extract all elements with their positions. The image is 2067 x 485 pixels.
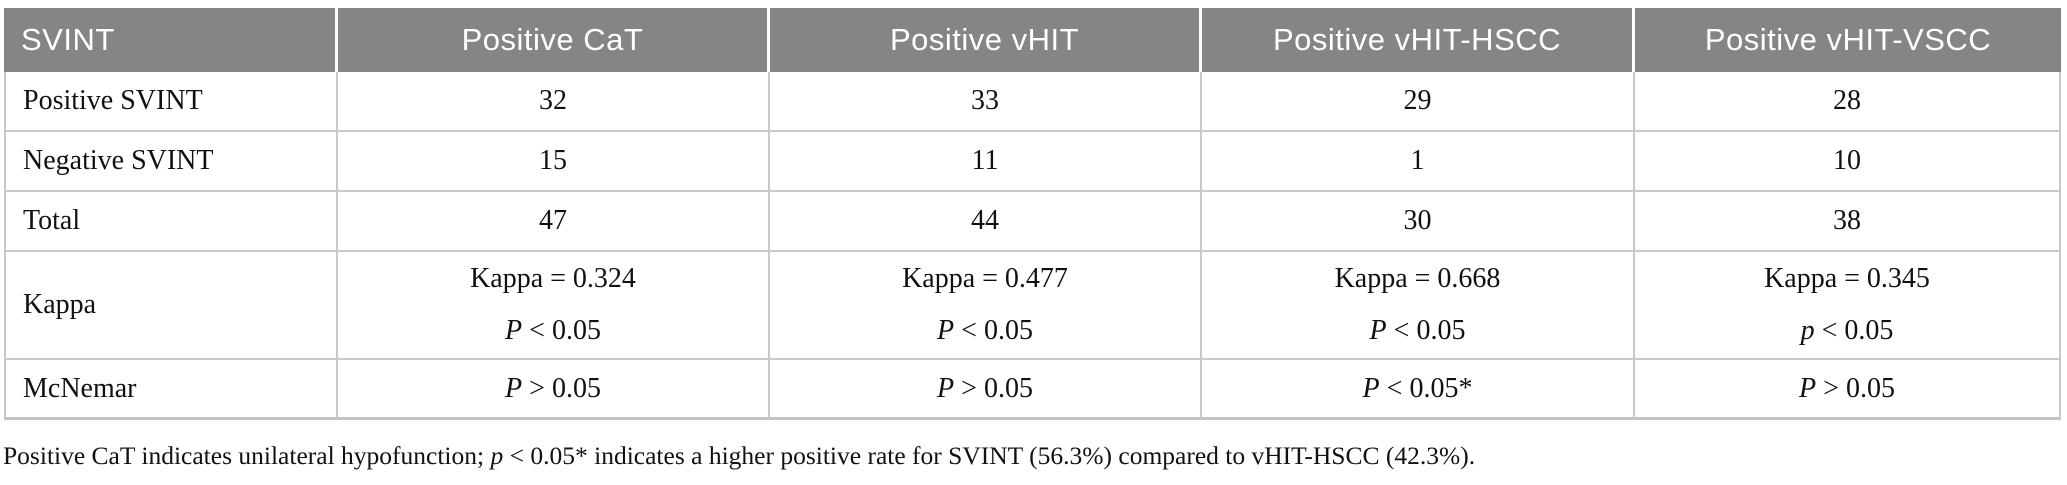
kappa-value: Kappa = 0.345 (1764, 263, 1930, 294)
row-label-positive-svint: Positive SVINT (4, 72, 338, 132)
column-header-positive-vhit: Positive vHIT (770, 8, 1202, 72)
p-symbol: P (1799, 372, 1817, 404)
cell-kappa-vscc: Kappa = 0.345 p < 0.05 (1635, 252, 2061, 360)
p-comparison: < 0.05 (954, 315, 1033, 346)
table-footnote: Positive CaT indicates unilateral hypofu… (3, 441, 1475, 471)
kappa-value: Kappa = 0.477 (902, 263, 1068, 294)
cell-positive-svint-hscc: 29 (1202, 72, 1635, 132)
p-symbol: p (1800, 315, 1815, 346)
cell-kappa-hscc: Kappa = 0.668 P < 0.05 (1202, 252, 1635, 360)
cell-mcnemar-vscc: P > 0.05 (1635, 360, 2061, 420)
p-comparison: > 0.05 (1816, 372, 1895, 404)
cell-total-hscc: 30 (1202, 192, 1635, 252)
cell-negative-svint-hscc: 1 (1202, 132, 1635, 192)
column-header-svint: SVINT (4, 8, 338, 72)
kappa-p-value: P < 0.05 (770, 305, 1200, 357)
row-label-total: Total (4, 192, 338, 252)
p-symbol: p (490, 441, 504, 470)
cell-mcnemar-hscc: P < 0.05* (1202, 360, 1635, 420)
cell-total-cat: 47 (338, 192, 770, 252)
cell-positive-svint-vscc: 28 (1635, 72, 2061, 132)
footnote-prefix: Positive CaT indicates unilateral hypofu… (3, 441, 491, 470)
kappa-p-value: P < 0.05 (338, 305, 768, 357)
table-row-kappa: Kappa Kappa = 0.324 P < 0.05 Kappa = 0.4… (4, 252, 2061, 360)
p-symbol: P (937, 372, 955, 404)
p-comparison: < 0.05* (1379, 372, 1473, 404)
p-comparison: < 0.05 (1386, 315, 1466, 346)
footnote-suffix: < 0.05* indicates a higher positive rate… (503, 441, 1476, 470)
p-symbol: P (505, 315, 523, 346)
table-row-negative-svint: Negative SVINT 15 11 1 10 (4, 132, 2061, 192)
column-header-positive-vhit-vscc: Positive vHIT-VSCC (1635, 8, 2061, 72)
cell-positive-svint-cat: 32 (338, 72, 770, 132)
table-row-mcnemar: McNemar P > 0.05 P > 0.05 P < 0.05* P > … (4, 360, 2061, 420)
p-comparison: < 0.05 (522, 315, 601, 346)
cell-negative-svint-cat: 15 (338, 132, 770, 192)
column-header-positive-vhit-hscc: Positive vHIT-HSCC (1202, 8, 1635, 72)
cell-mcnemar-vhit: P > 0.05 (770, 360, 1202, 420)
column-header-positive-cat: Positive CaT (338, 8, 770, 72)
cell-positive-svint-vhit: 33 (770, 72, 1202, 132)
row-label-mcnemar: McNemar (4, 360, 338, 420)
kappa-value: Kappa = 0.324 (470, 263, 636, 294)
p-symbol: P (1369, 315, 1387, 346)
cell-total-vscc: 38 (1635, 192, 2061, 252)
p-symbol: P (505, 372, 523, 404)
cell-kappa-vhit: Kappa = 0.477 P < 0.05 (770, 252, 1202, 360)
p-symbol: P (937, 315, 955, 346)
row-label-negative-svint: Negative SVINT (4, 132, 338, 192)
cell-negative-svint-vscc: 10 (1635, 132, 2061, 192)
cell-total-vhit: 44 (770, 192, 1202, 252)
p-comparison: > 0.05 (522, 372, 601, 404)
table-row-total: Total 47 44 30 38 (4, 192, 2061, 252)
table-row-positive-svint: Positive SVINT 32 33 29 28 (4, 72, 2061, 132)
cell-kappa-cat: Kappa = 0.324 P < 0.05 (338, 252, 770, 360)
kappa-p-value: p < 0.05 (1635, 305, 2059, 357)
kappa-p-value: P < 0.05 (1202, 305, 1633, 357)
svint-comparison-table: SVINT Positive CaT Positive vHIT Positiv… (4, 8, 2061, 420)
table-header-row: SVINT Positive CaT Positive vHIT Positiv… (4, 8, 2061, 72)
p-symbol: P (1362, 372, 1380, 404)
p-comparison: < 0.05 (1814, 315, 1894, 346)
cell-mcnemar-cat: P > 0.05 (338, 360, 770, 420)
p-comparison: > 0.05 (954, 372, 1033, 404)
cell-negative-svint-vhit: 11 (770, 132, 1202, 192)
kappa-value: Kappa = 0.668 (1334, 263, 1501, 294)
row-label-kappa: Kappa (4, 252, 338, 360)
